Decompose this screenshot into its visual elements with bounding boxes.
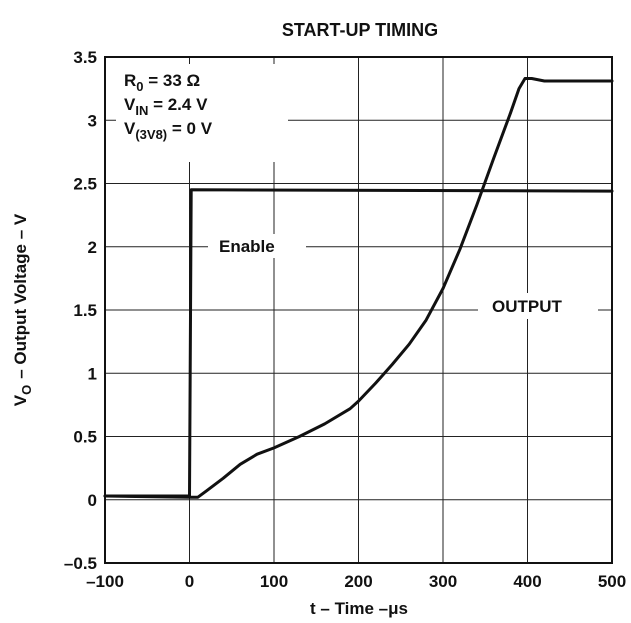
condition-vin-rest: = 2.4 V — [148, 95, 208, 114]
x-axis-label: t – Time –μs — [310, 599, 408, 618]
y-axis-label-main: V — [11, 394, 30, 406]
enable-label-bg — [208, 234, 306, 258]
y-axis-label: VO – Output Voltage – V — [11, 213, 34, 406]
x-tick-label-3: 200 — [344, 572, 372, 591]
series-layer — [103, 77, 614, 499]
series-line-output — [103, 77, 614, 499]
y-tick-label-2: 0.5 — [73, 428, 97, 447]
y-tick-label-1: 0 — [88, 491, 97, 510]
output-label: OUTPUT — [492, 297, 563, 316]
output-label-bg — [478, 293, 598, 319]
condition-r0: R0 = 33 Ω — [124, 71, 200, 94]
y-tick-label-6: 2.5 — [73, 175, 97, 194]
x-tick-label-4: 300 — [429, 572, 457, 591]
tick-labels: –100 0 100 200 300 400 500 –0.5 0 0.5 1 1.5 2 2.5 3 3.5 — [64, 48, 626, 591]
y-tick-label-7: 3 — [88, 111, 97, 130]
x-tick-label-6: 500 — [598, 572, 626, 591]
condition-r0-rest: = 33 Ω — [144, 71, 201, 90]
plot-border — [104, 56, 613, 564]
condition-v3v8-rest: = 0 V — [167, 119, 213, 138]
y-axis-label-sub: O — [19, 385, 34, 395]
condition-vin: VIN = 2.4 V — [124, 95, 208, 118]
condition-vin-sub: IN — [135, 103, 148, 118]
condition-v3v8-sub: (3V8) — [135, 127, 167, 142]
y-axis-label-rest: – Output Voltage – V — [11, 213, 30, 379]
y-tick-label-8: 3.5 — [73, 48, 97, 67]
y-tick-label-5: 2 — [88, 238, 97, 257]
condition-v3v8: V(3V8) = 0 V — [124, 119, 213, 142]
x-tick-label-0: –100 — [86, 572, 124, 591]
y-tick-label-4: 1.5 — [73, 301, 97, 320]
condition-vin-main: V — [124, 95, 136, 114]
condition-r0-sub: 0 — [136, 79, 143, 94]
x-tick-label-2: 100 — [260, 572, 288, 591]
conditions-box — [116, 64, 288, 162]
y-tick-label-3: 1 — [88, 364, 97, 383]
y-tick-label-0: –0.5 — [64, 554, 97, 573]
plot-frame — [104, 56, 613, 564]
x-tick-label-5: 400 — [513, 572, 541, 591]
condition-r0-main: R — [124, 71, 136, 90]
x-tick-label-1: 0 — [185, 572, 194, 591]
chart-title: START-UP TIMING — [282, 20, 438, 40]
condition-v3v8-main: V — [124, 119, 136, 138]
enable-label: Enable — [219, 237, 275, 256]
